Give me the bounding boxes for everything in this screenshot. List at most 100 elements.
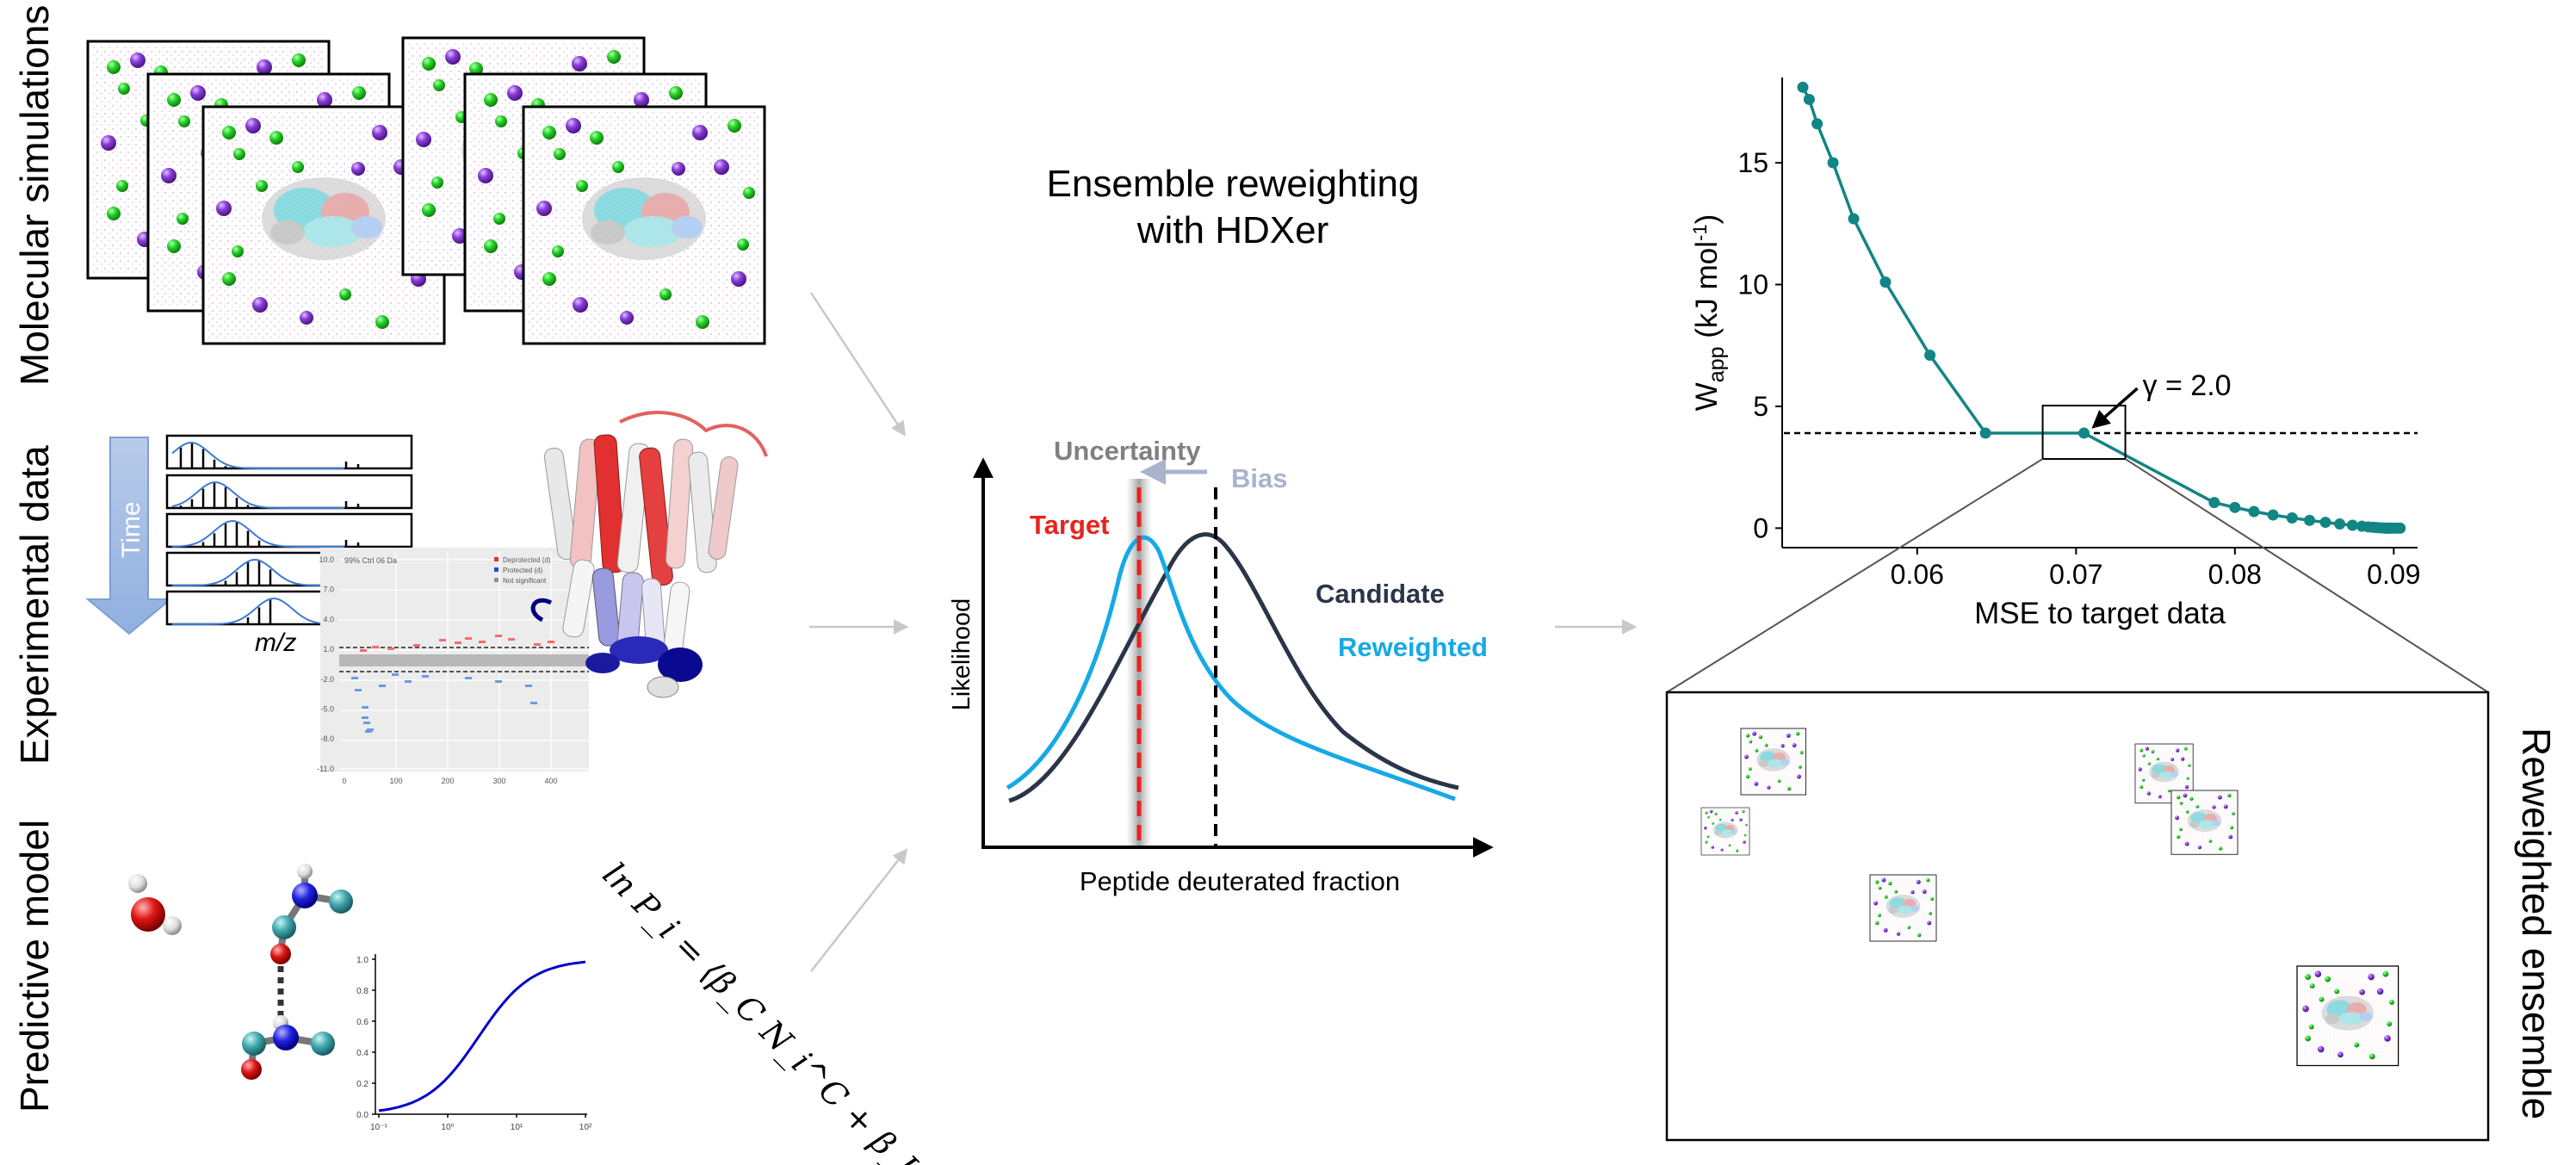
protected-point <box>351 677 358 679</box>
diff-xtick-label: 200 <box>441 777 454 785</box>
time-arrow: Time <box>85 437 173 635</box>
reweighted-ensemble-panel <box>1665 691 2490 1142</box>
deprotected-point <box>455 641 461 644</box>
bias-label: Bias <box>1231 463 1287 493</box>
deprotected-point <box>548 641 554 643</box>
target-label: Target <box>1030 510 1109 540</box>
lcurve-point <box>2334 518 2346 530</box>
deprotected-point <box>387 648 394 650</box>
lcurve-point <box>1879 276 1892 288</box>
chart-ytick-label: 15 <box>1737 147 1768 178</box>
center-title-line1: Ensemble reweighting <box>1047 163 1420 205</box>
spectrum-envelope <box>171 442 344 469</box>
lcurve-point <box>2304 514 2316 526</box>
uncertainty-label: Uncertainty <box>1054 436 1201 466</box>
protein-structure <box>530 411 768 698</box>
diff-ytick-label: -11.0 <box>317 765 334 773</box>
reweighted-curve <box>1006 535 1456 802</box>
deprotected-point <box>534 643 541 646</box>
diff-xtick-label: 0 <box>342 777 346 785</box>
deprotected-point <box>372 646 379 648</box>
legend-not-significant: Not significant <box>503 577 547 585</box>
lcurve-point <box>1848 213 1860 225</box>
mass-spectra: m/z <box>165 434 413 657</box>
lcurve-line <box>1801 86 2400 530</box>
sigmoid-ytick-label: 0.2 <box>356 1080 368 1089</box>
gamma-arrow <box>2091 387 2139 429</box>
lcurve-point <box>1797 81 1809 93</box>
chart-ytick-label: 0 <box>1753 512 1768 543</box>
sigmoid-ytick-label: 0.6 <box>356 1018 368 1027</box>
lcurve-point <box>1803 93 1815 105</box>
simulation-stack-right <box>401 36 766 345</box>
lcurve-point <box>2346 519 2358 531</box>
wapp-mse-chart: γ = 2.0 0 5 10 15 0.06 0.07 0.08 0.09 MSE to ta… <box>1666 77 2489 693</box>
diff-xtick-label: 400 <box>544 777 557 785</box>
protected-point <box>422 675 429 678</box>
simulation-stack-left <box>86 40 446 345</box>
diff-ytick-label: -8.0 <box>320 734 334 743</box>
likelihood-schematic: Uncertainty Bias Target Candidate Reweig… <box>948 436 1494 896</box>
diff-ytick-label: 7.0 <box>323 586 334 594</box>
legend-protected: Protected (d) <box>503 567 543 574</box>
diff-ytick-label: -5.0 <box>320 705 334 714</box>
diff-plot-title: 99% Ctrl 06 Da <box>344 556 397 565</box>
chart-xtick-label: 0.09 <box>2367 559 2420 590</box>
chart-xtick-label: 0.08 <box>2208 559 2262 590</box>
hdx-equation: ln P_i = ⟨β_C N_i^C + β_H N_i^H⟩ <box>595 855 1031 1165</box>
deprotected-point <box>508 638 515 641</box>
lcurve-point <box>2286 511 2298 524</box>
diff-ytick-label: 10.0 <box>319 555 334 564</box>
sigmoid-ytick-label: 0.8 <box>356 987 368 996</box>
deprotected-point <box>360 649 367 652</box>
zoom-ray-right <box>2125 458 2489 693</box>
chart-ylabel: Wapp (kJ mol-1) <box>1689 214 1729 411</box>
protected-point <box>362 716 368 719</box>
lcurve-point <box>2078 427 2090 439</box>
fraction-label: Peptide deuterated fraction <box>1080 866 1400 896</box>
label-predictive-model: Predictive model <box>12 820 57 1112</box>
sigmoid-ytick-label: 0.0 <box>356 1111 368 1120</box>
protected-point <box>363 722 370 724</box>
protected-point <box>355 689 362 691</box>
spectrum-envelope <box>172 558 344 586</box>
lcurve-point <box>1811 118 1824 130</box>
reweighted-label: Reweighted <box>1338 632 1488 662</box>
lcurve-point <box>2394 522 2406 534</box>
candidate-label: Candidate <box>1316 579 1445 609</box>
chart-xlabel: MSE to target data <box>1974 597 2226 630</box>
protected-point <box>465 677 472 679</box>
lcurve-point <box>2267 509 2279 521</box>
sigmoid-ytick-label: 0.4 <box>356 1049 368 1058</box>
lcurve-point <box>1827 157 1839 169</box>
lcurve-point <box>2319 517 2331 529</box>
spectrum-envelope <box>171 520 344 548</box>
protected-point <box>525 685 532 687</box>
chart-ytick-label: 10 <box>1737 269 1768 300</box>
lcurve-point <box>1979 427 1991 439</box>
diff-ytick-label: -2.0 <box>320 675 334 684</box>
diff-xtick-label: 300 <box>492 777 505 785</box>
sigmoid-xtick-label: 10² <box>579 1123 592 1132</box>
protected-point <box>379 685 386 687</box>
diff-ytick-label: 4.0 <box>323 615 334 623</box>
protected-point <box>392 673 399 676</box>
differential-uptake-plot: 99% Ctrl 06 Da Deprotected (d) Protected… <box>317 548 589 785</box>
sigmoid-xtick-label: 10⁻¹ <box>370 1123 387 1132</box>
zoom-ray-left <box>1666 458 2044 693</box>
spectrum-envelope <box>171 481 344 509</box>
sigmoid-ytick-label: 1.0 <box>356 956 368 965</box>
diff-ytick-label: 1.0 <box>323 645 334 654</box>
label-experimental-data: Experimental data <box>12 445 57 765</box>
mz-label: m/z <box>255 629 296 657</box>
lcurve-point <box>2229 501 2241 513</box>
chart-ytick-label: 5 <box>1753 391 1768 422</box>
gamma-annotation: γ = 2.0 <box>2143 369 2232 402</box>
spectrum-envelope <box>172 598 344 625</box>
label-reweighted-ensemble: Reweighted ensemble <box>2514 728 2559 1119</box>
deprotected-point <box>465 637 472 640</box>
chart-xtick-label: 0.07 <box>2049 559 2102 590</box>
center-title-line2: with HDXer <box>1136 209 1329 251</box>
label-molecular-simulations: Molecular simulations <box>12 5 57 386</box>
